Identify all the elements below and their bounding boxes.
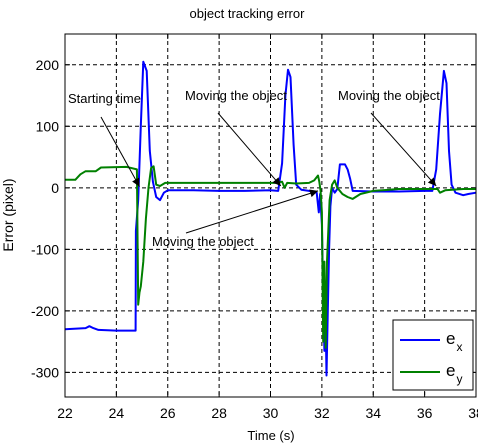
annotation-arrow: [217, 112, 282, 187]
annotation-label: Moving the object: [338, 88, 440, 103]
x-tick-label: 30: [263, 405, 279, 421]
x-axis-label: Time (s): [247, 428, 294, 443]
annotations: Starting time Moving the object Moving the…: [68, 88, 440, 249]
annotation-arrow: [370, 112, 437, 187]
annotation-arrowhead: [132, 177, 140, 187]
x-tick-label: 28: [211, 405, 227, 421]
x-axis-ticks: 22 24 26 28 30 32 34 36 38: [57, 34, 478, 421]
y-tick-label: -200: [31, 303, 59, 319]
legend-box: [392, 319, 474, 391]
x-tick-label: 24: [109, 405, 125, 421]
chart-title: object tracking error: [190, 6, 306, 21]
annotation-arrowhead: [427, 177, 437, 186]
annotation-arrow: [100, 116, 140, 187]
series-line-ey: [65, 165, 476, 349]
plot-frame: [64, 33, 477, 398]
y-axis-label: Error (pixel): [0, 178, 16, 251]
x-tick-label: 32: [314, 405, 330, 421]
annotation-label: Moving the object: [152, 234, 254, 249]
annotation-arrow: [185, 190, 319, 234]
x-tick-label: 38: [468, 405, 478, 421]
series-layer: [64, 60, 477, 377]
x-tick-label: 26: [160, 405, 176, 421]
y-tick-label: -100: [31, 241, 59, 257]
y-tick-label: -300: [31, 364, 59, 380]
y-axis-ticks: -300 -200 -100 0 100 200: [31, 57, 476, 380]
annotation-label: Moving the object: [185, 88, 287, 103]
x-tick-label: 22: [57, 405, 73, 421]
annotation-arrowhead: [272, 177, 281, 186]
y-tick-label: 200: [36, 57, 60, 73]
series-line-ex: [64, 60, 477, 377]
annotation-arrowhead: [309, 189, 319, 198]
annotation-label: Starting time: [68, 91, 141, 106]
y-tick-label: 0: [51, 180, 59, 196]
x-tick-label: 34: [365, 405, 381, 421]
y-tick-label: 100: [36, 118, 60, 134]
x-tick-label: 36: [417, 405, 433, 421]
